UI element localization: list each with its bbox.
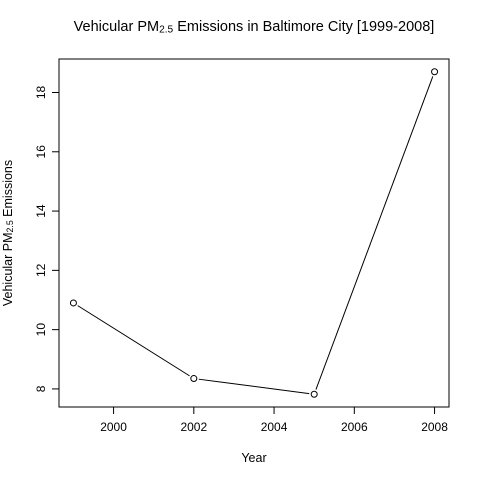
x-tick-label: 2004 xyxy=(261,420,288,434)
x-tick-label: 2002 xyxy=(180,420,207,434)
plot-frame xyxy=(58,58,450,408)
y-axis-label: Vehicular PM2.5 Emissions xyxy=(0,159,16,307)
data-point xyxy=(190,375,198,383)
series-emissions xyxy=(69,68,439,398)
y-tick-label: 8 xyxy=(34,385,48,392)
x-tick-label: 2006 xyxy=(341,420,368,434)
x-axis-label: Year xyxy=(241,451,267,465)
y-tick-label: 14 xyxy=(34,204,48,218)
series-segment xyxy=(198,378,310,395)
data-point xyxy=(310,390,318,398)
data-point xyxy=(69,299,77,307)
series-segment xyxy=(77,305,190,377)
y-tick-label: 18 xyxy=(34,86,48,100)
data-point xyxy=(431,68,439,76)
y-tick-label: 12 xyxy=(34,263,48,277)
y-tick-label: 16 xyxy=(34,145,48,159)
x-axis: 2000 2002 2004 2006 2008 xyxy=(100,406,448,434)
y-axis: 8 10 12 14 16 18 xyxy=(34,86,60,392)
chart-title: Vehicular PM2.5 Emissions in Baltimore C… xyxy=(73,19,435,36)
x-tick-label: 2008 xyxy=(421,420,448,434)
y-tick-label: 10 xyxy=(34,323,48,337)
series-segment xyxy=(315,76,434,390)
x-tick-label: 2000 xyxy=(100,420,127,434)
